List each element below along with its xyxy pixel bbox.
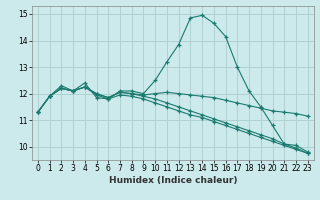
X-axis label: Humidex (Indice chaleur): Humidex (Indice chaleur): [108, 176, 237, 185]
